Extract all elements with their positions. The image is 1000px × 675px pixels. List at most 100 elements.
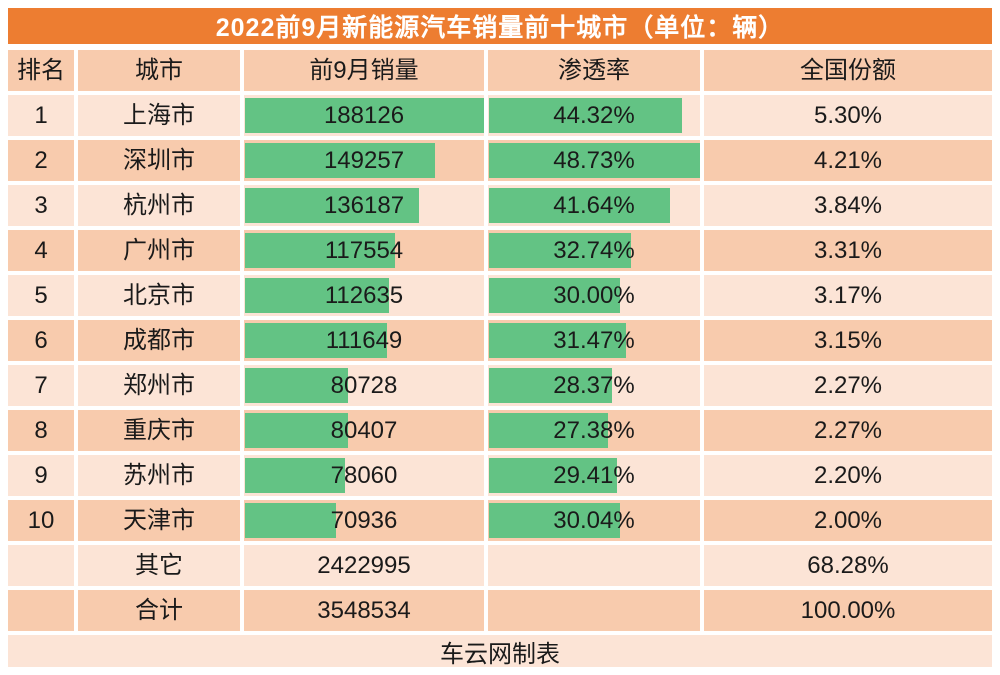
rank-cell: 1 <box>8 95 74 136</box>
penetration-data-bar <box>489 458 617 493</box>
share-cell: 2.27% <box>704 410 992 451</box>
penetration-value: 44.32% <box>553 101 635 129</box>
table-row: 10 天津市 70936 30.04% 2.00% <box>8 500 992 541</box>
sales-value: 111649 <box>325 326 403 354</box>
share-cell: 5.30% <box>704 95 992 136</box>
penetration-data-bar <box>489 233 632 268</box>
header-penetration: 渗透率 <box>488 50 700 91</box>
penetration-data-bar <box>489 98 682 133</box>
sales-cell: 112635 <box>244 275 484 316</box>
sales-cell: 117554 <box>244 230 484 271</box>
penetration-cell: 28.37% <box>488 365 700 406</box>
penetration-cell <box>488 590 700 631</box>
sales-data-bar <box>245 278 389 313</box>
share-cell: 3.31% <box>704 230 992 271</box>
table-credit: 车云网制表 <box>8 635 992 668</box>
sales-value: 136187 <box>323 191 405 219</box>
penetration-cell: 44.32% <box>488 95 700 136</box>
penetration-data-bar <box>489 143 700 178</box>
rank-cell: 2 <box>8 140 74 181</box>
penetration-data-bar <box>489 368 613 403</box>
share-cell: 3.15% <box>704 320 992 361</box>
sales-cell: 2422995 <box>244 545 484 586</box>
penetration-data-bar <box>489 323 626 358</box>
rank-cell <box>8 545 74 586</box>
penetration-cell: 29.41% <box>488 455 700 496</box>
penetration-value: 48.73% <box>553 146 635 174</box>
penetration-value: 31.47% <box>553 326 635 354</box>
city-cell: 天津市 <box>78 500 240 541</box>
sales-value: 149257 <box>323 146 405 174</box>
city-cell: 苏州市 <box>78 455 240 496</box>
sales-value: 80728 <box>330 371 398 399</box>
table-row: 8 重庆市 80407 27.38% 2.27% <box>8 410 992 451</box>
table-row: 3 杭州市 136187 41.64% 3.84% <box>8 185 992 226</box>
rank-cell: 5 <box>8 275 74 316</box>
share-cell: 3.84% <box>704 185 992 226</box>
sales-cell: 3548534 <box>244 590 484 631</box>
penetration-value: 41.64% <box>553 191 635 219</box>
sales-data-bar <box>245 458 345 493</box>
table-row: 5 北京市 112635 30.00% 3.17% <box>8 275 992 316</box>
penetration-cell: 32.74% <box>488 230 700 271</box>
city-cell: 北京市 <box>78 275 240 316</box>
sales-data-bar <box>245 413 348 448</box>
header-city: 城市 <box>78 50 240 91</box>
sales-cell: 111649 <box>244 320 484 361</box>
penetration-data-bar <box>489 188 671 223</box>
sales-data-bar <box>245 98 484 133</box>
sales-value: 80407 <box>330 416 398 444</box>
sales-cell: 188126 <box>244 95 484 136</box>
share-cell: 3.17% <box>704 275 992 316</box>
rank-cell: 10 <box>8 500 74 541</box>
penetration-value: 30.04% <box>553 506 635 534</box>
sales-data-bar <box>245 368 348 403</box>
penetration-value: 32.74% <box>553 236 635 264</box>
share-cell: 100.00% <box>704 590 992 631</box>
rank-cell: 8 <box>8 410 74 451</box>
table-row: 7 郑州市 80728 28.37% 2.27% <box>8 365 992 406</box>
sales-cell: 149257 <box>244 140 484 181</box>
city-cell: 杭州市 <box>78 185 240 226</box>
sales-data-bar <box>245 188 419 223</box>
rank-cell: 9 <box>8 455 74 496</box>
sales-cell: 78060 <box>244 455 484 496</box>
sales-value: 70936 <box>330 506 398 534</box>
header-sales: 前9月销量 <box>244 50 484 91</box>
city-cell: 重庆市 <box>78 410 240 451</box>
table-row: 4 广州市 117554 32.74% 3.31% <box>8 230 992 271</box>
penetration-data-bar <box>489 278 620 313</box>
sales-data-bar <box>245 323 388 358</box>
header-share: 全国份额 <box>704 50 992 91</box>
table-row: 2 深圳市 149257 48.73% 4.21% <box>8 140 992 181</box>
penetration-value: 30.00% <box>553 281 635 309</box>
penetration-cell: 30.00% <box>488 275 700 316</box>
rank-cell: 4 <box>8 230 74 271</box>
rank-cell: 3 <box>8 185 74 226</box>
sales-data-bar <box>245 503 336 538</box>
penetration-cell: 41.64% <box>488 185 700 226</box>
penetration-cell: 31.47% <box>488 320 700 361</box>
city-cell: 广州市 <box>78 230 240 271</box>
penetration-data-bar <box>489 413 609 448</box>
page-title: 2022前9月新能源汽车销量前十城市（单位：辆） <box>8 8 992 44</box>
share-cell: 68.28% <box>704 545 992 586</box>
city-cell: 深圳市 <box>78 140 240 181</box>
table-row: 1 上海市 188126 44.32% 5.30% <box>8 95 992 136</box>
share-cell: 2.00% <box>704 500 992 541</box>
penetration-data-bar <box>489 503 620 538</box>
penetration-value: 27.38% <box>553 416 635 444</box>
share-cell: 4.21% <box>704 140 992 181</box>
city-cell: 上海市 <box>78 95 240 136</box>
sales-value: 117554 <box>324 236 404 264</box>
table-row-others: 其它 2422995 68.28% <box>8 545 992 586</box>
rank-cell <box>8 590 74 631</box>
table-row-total: 合计 3548534 100.00% <box>8 590 992 631</box>
sales-data-bar <box>245 143 436 178</box>
sales-value: 78060 <box>330 461 398 489</box>
penetration-cell: 48.73% <box>488 140 700 181</box>
sales-cell: 80728 <box>244 365 484 406</box>
penetration-cell: 30.04% <box>488 500 700 541</box>
sales-value: 188126 <box>323 101 405 129</box>
